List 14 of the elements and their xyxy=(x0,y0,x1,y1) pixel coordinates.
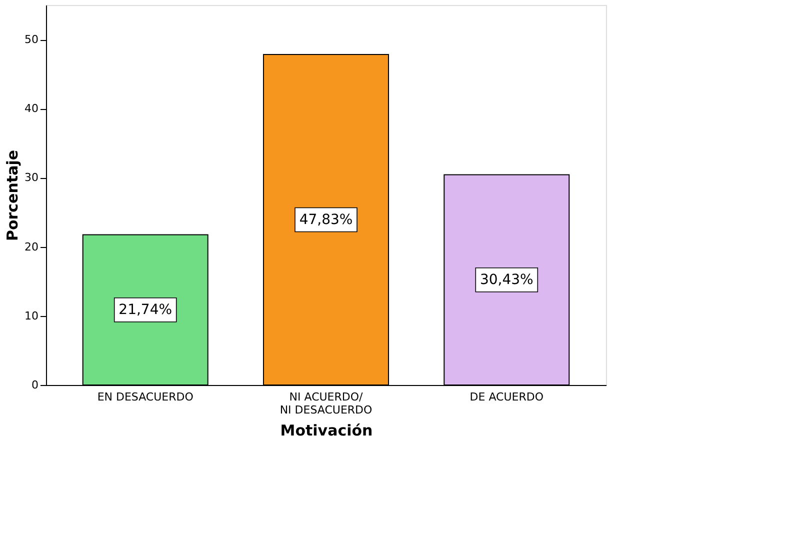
x-tick-label: NI ACUERDO/ NI DESACUERDO xyxy=(280,390,373,416)
x-tick-label: DE ACUERDO xyxy=(470,390,544,404)
y-tick-label: 20 xyxy=(24,240,38,254)
y-tick-label: 50 xyxy=(24,33,38,46)
data-label: 47,83% xyxy=(299,212,353,228)
x-tick-label: EN DESACUERDO xyxy=(97,390,194,404)
y-tick-label: 40 xyxy=(24,102,38,116)
data-label: 30,43% xyxy=(480,272,534,288)
data-label: 21,74% xyxy=(118,302,172,318)
x-axis-title: Motivación xyxy=(280,422,373,440)
y-axis-title: Porcentaje xyxy=(4,150,22,242)
y-tick-label: 0 xyxy=(32,378,38,392)
y-tick-label: 30 xyxy=(24,171,38,184)
y-tick-label: 10 xyxy=(24,309,38,322)
